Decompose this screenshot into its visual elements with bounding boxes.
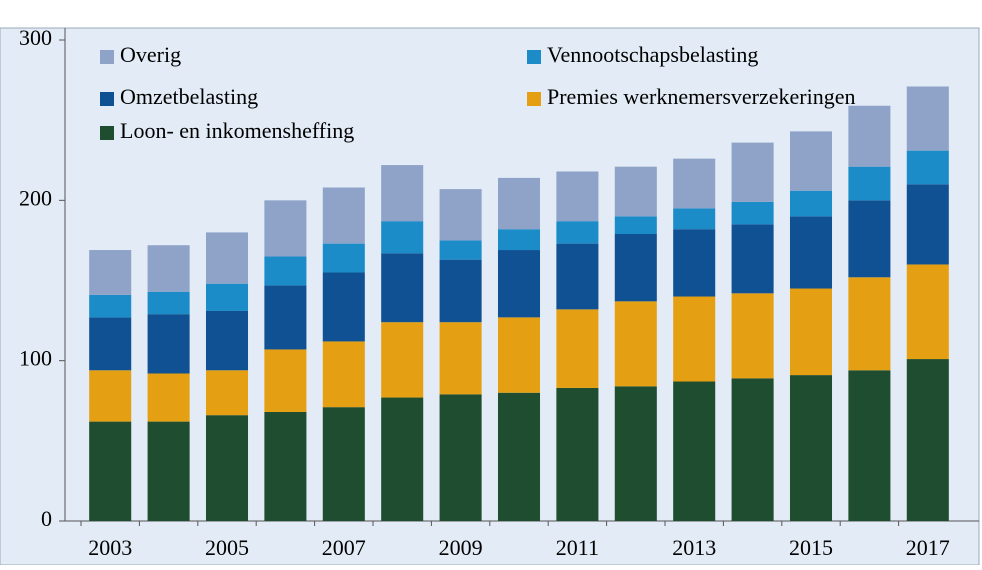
bar-segment (322, 272, 365, 342)
x-tick-label: 2009 (439, 535, 483, 560)
bar-segment (205, 310, 249, 371)
bar-segment (614, 301, 657, 387)
bar-segment (673, 296, 716, 382)
legend-swatch (527, 50, 541, 64)
legend-label: Premies werknemersverzekeringen (547, 84, 855, 109)
bar-segment (906, 264, 949, 360)
y-tick-label: 100 (19, 346, 52, 371)
bar-segment (497, 177, 541, 230)
bar-segment (89, 421, 132, 521)
bar-segment (381, 253, 424, 323)
bar-segment (731, 201, 774, 225)
bar-segment (89, 317, 132, 371)
bar-segment (731, 293, 774, 379)
bar-segment (381, 165, 424, 222)
legend-swatch (100, 50, 114, 64)
bar-segment (848, 370, 891, 521)
bar-segment (789, 375, 833, 521)
bar-segment (848, 200, 891, 278)
x-tick-label: 2005 (205, 535, 249, 560)
bar-segment (264, 411, 307, 521)
bar-segment (673, 208, 716, 230)
bar-segment (497, 392, 541, 521)
bar-segment (147, 245, 190, 292)
bar-segment (264, 256, 307, 286)
bar-segment (439, 322, 482, 395)
y-tick-label: 200 (19, 185, 52, 210)
bar-segment (381, 397, 424, 521)
legend-label: Omzetbelasting (120, 84, 258, 109)
bar-segment (848, 277, 891, 371)
bar-segment (89, 294, 132, 318)
y-tick-label: 300 (19, 25, 52, 50)
bar-segment (147, 291, 190, 315)
bar-segment (906, 359, 949, 521)
bar-segment (731, 142, 774, 202)
bar-segment (497, 229, 541, 251)
bar-segment (906, 86, 949, 151)
bar-segment (789, 190, 833, 217)
bar-segment (264, 349, 307, 412)
bar-segment (264, 200, 307, 257)
bar-segment (556, 309, 599, 388)
bar-segment (264, 285, 307, 350)
bar-segment (614, 386, 657, 521)
bar-segment (322, 407, 365, 521)
bar-segment (906, 150, 949, 185)
bar-segment (848, 105, 891, 167)
legend-label: Loon- en inkomensheffing (120, 118, 354, 143)
x-tick-label: 2007 (322, 535, 366, 560)
bar-segment (381, 221, 424, 254)
bar-segment (789, 131, 833, 191)
bar-segment (205, 232, 249, 284)
bar-segment (147, 373, 190, 422)
bar-segment (322, 341, 365, 408)
x-tick-label: 2015 (789, 535, 833, 560)
bar-segment (731, 378, 774, 521)
bar-segment (322, 243, 365, 273)
bar-segment (147, 314, 190, 374)
bar-segment (439, 240, 482, 260)
legend-label: Overig (120, 42, 181, 67)
legend-label: Vennootschapsbelasting (547, 42, 758, 67)
bar-segment (673, 229, 716, 297)
bar-segment (439, 259, 482, 323)
bar-segment (556, 171, 599, 222)
bar-segment (556, 387, 599, 521)
bar-segment (205, 415, 249, 521)
bar-segment (497, 250, 541, 318)
x-tick-label: 2013 (672, 535, 716, 560)
bar-segment (89, 370, 132, 422)
x-tick-label: 2017 (906, 535, 950, 560)
bar-segment (673, 381, 716, 521)
bar-segment (439, 394, 482, 521)
bar-segment (614, 234, 657, 302)
x-tick-label: 2011 (556, 535, 599, 560)
bar-segment (381, 322, 424, 398)
x-tick-label: 2003 (88, 535, 132, 560)
legend-swatch (527, 92, 541, 106)
bar-segment (848, 166, 891, 201)
bar-segment (556, 243, 599, 310)
bar-segment (205, 283, 249, 311)
bar-segment (497, 317, 541, 393)
bar-segment (556, 221, 599, 244)
y-tick-label: 0 (41, 506, 52, 531)
bar-segment (89, 250, 132, 295)
bar-segment (322, 187, 365, 244)
bar-segment (147, 421, 190, 521)
legend-swatch (100, 126, 114, 140)
bar-segment (789, 216, 833, 289)
bar-segment (789, 288, 833, 376)
bar-segment (614, 166, 657, 217)
bar-segment (205, 370, 249, 416)
bar-segment (731, 224, 774, 294)
bar-segment (673, 158, 716, 209)
bar-segment (906, 184, 949, 265)
bar-segment (439, 189, 482, 241)
legend-swatch (100, 92, 114, 106)
bar-segment (614, 216, 657, 235)
